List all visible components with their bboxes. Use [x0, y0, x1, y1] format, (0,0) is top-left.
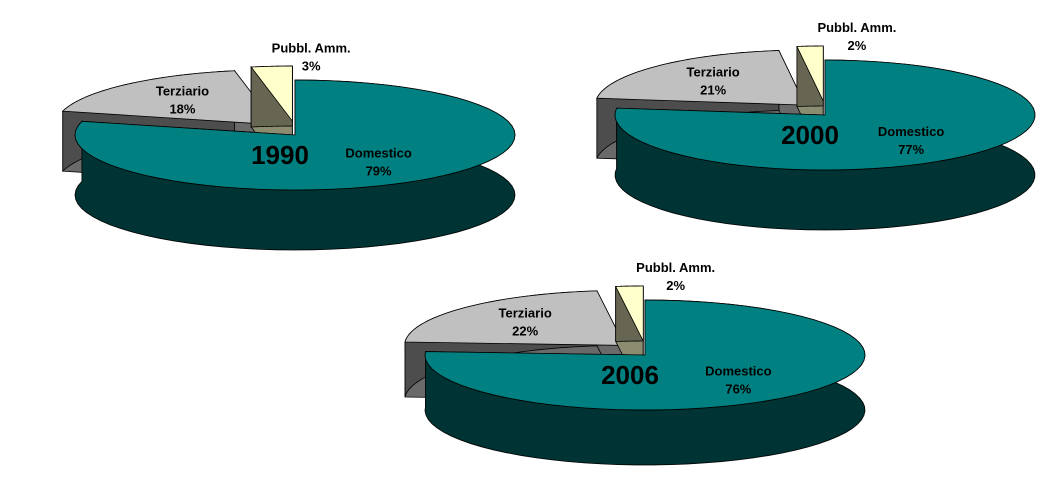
- slice-top: [250, 65, 293, 123]
- value-label: 76%: [725, 381, 751, 396]
- value-label: 21%: [700, 82, 726, 97]
- chart-title: 1990: [251, 140, 309, 170]
- slice-label: Pubbl. Amm.: [817, 20, 896, 35]
- slice-top: [796, 45, 824, 102]
- value-label: 3%: [302, 58, 321, 73]
- value-label: 2%: [666, 278, 685, 293]
- slice-label: Pubbl. Amm.: [272, 40, 351, 55]
- value-label: 2%: [848, 38, 867, 53]
- slice-label: Terziario: [687, 64, 740, 79]
- chart-title: 2000: [781, 120, 839, 150]
- slice-top: [615, 285, 644, 342]
- slice-top: [424, 299, 866, 411]
- pie-slice: [796, 45, 824, 162]
- pie-slice: [74, 79, 516, 251]
- slice-top: [61, 70, 277, 126]
- slice-top: [596, 50, 806, 106]
- slice-top: [614, 59, 1036, 171]
- slice-label: Terziario: [499, 306, 552, 321]
- value-label: 77%: [898, 142, 924, 157]
- slice-label: Pubbl. Amm.: [636, 260, 715, 275]
- slice-label: Domestico: [345, 145, 412, 160]
- value-label: 79%: [366, 163, 392, 178]
- slice-label: Terziario: [156, 83, 209, 98]
- slice-label: Domestico: [705, 363, 772, 378]
- slice-top: [74, 79, 516, 191]
- value-label: 22%: [512, 324, 538, 339]
- slice-label: Domestico: [878, 124, 945, 139]
- pie-slice: [614, 59, 1036, 231]
- pie-slice: [424, 299, 866, 466]
- value-label: 18%: [169, 101, 195, 116]
- chart-title: 2006: [601, 360, 659, 390]
- slice-top: [404, 290, 626, 346]
